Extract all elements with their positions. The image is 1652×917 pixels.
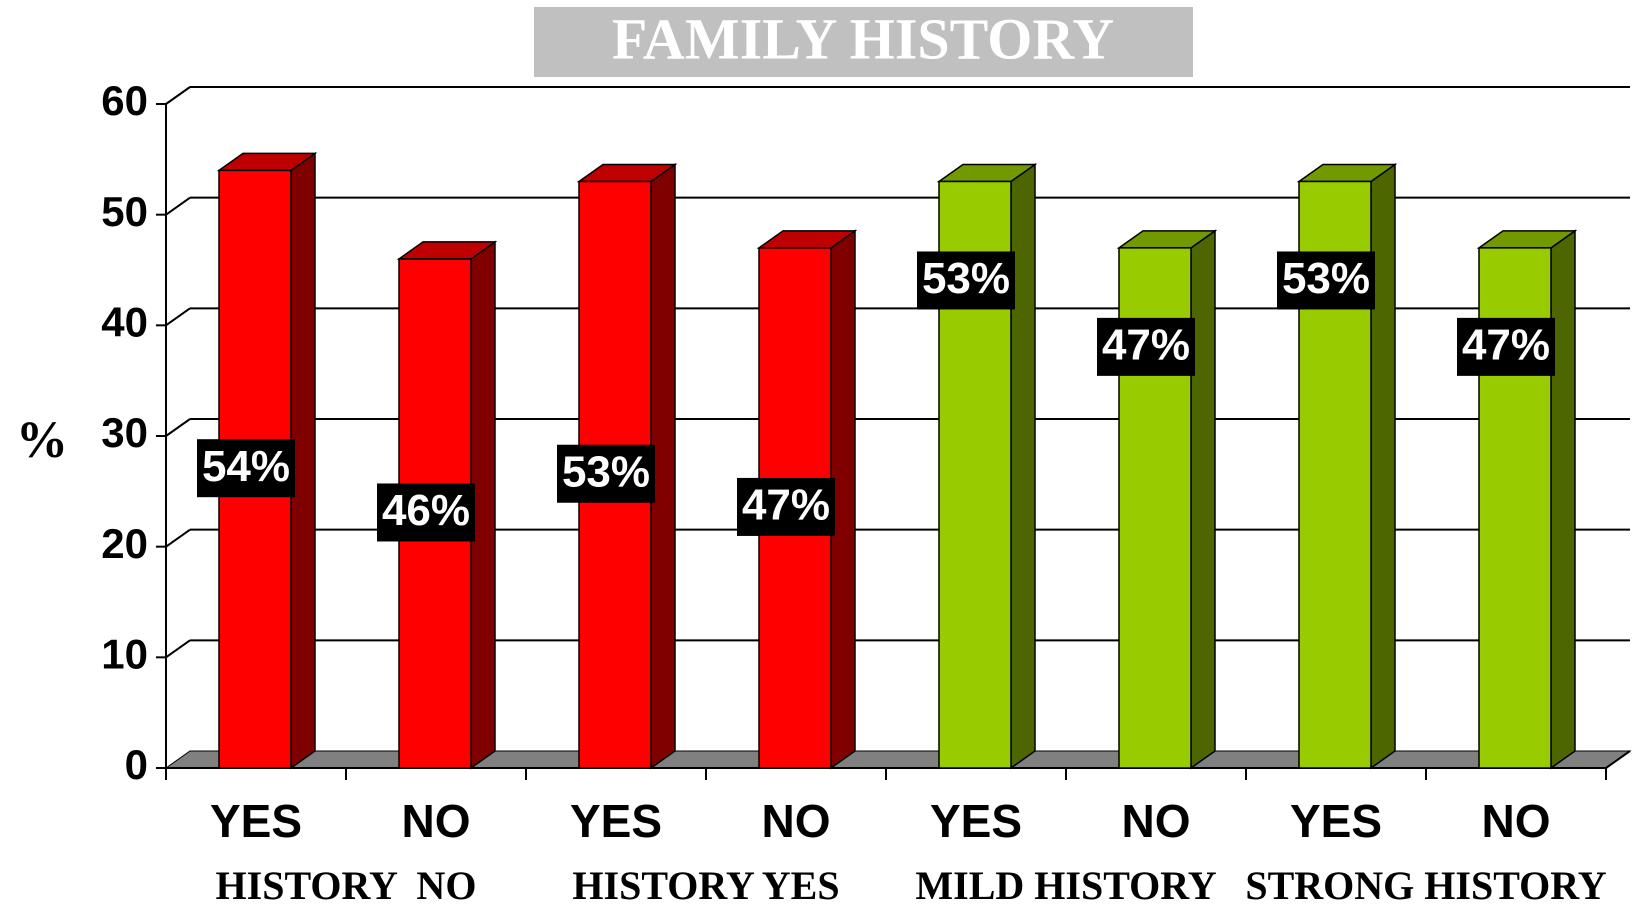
value-label-box [1097,317,1195,376]
y-axis-label: % [16,412,68,469]
grid-line [165,196,191,216]
chart-title: FAMILY HISTORY [612,6,1114,71]
x-tick-label: NO [1482,795,1551,847]
grid-line [165,418,191,437]
x-tick-label: YES [210,795,302,847]
group-label: HISTORY YES [572,863,839,908]
x-tick-label: NO [762,795,831,847]
x-tick-label: YES [1290,795,1382,847]
x-tick-label: YES [930,795,1022,847]
value-label: 47% [1102,320,1190,369]
x-tick-label: NO [1122,795,1191,847]
value-label: 53% [922,254,1010,303]
grid-line [165,307,191,327]
x-tick-label: NO [402,795,471,847]
title-box [534,7,1193,77]
y-tick-label: 40 [101,298,148,345]
value-label-box [377,483,475,542]
value-label: 53% [562,447,650,496]
y-tick-label: 20 [101,520,148,567]
y-tick-label: 30 [101,409,148,456]
group-label: HISTORY NO [216,863,477,908]
y-tick-label: 0 [125,741,148,788]
value-label: 54% [202,442,290,491]
bar-side [1190,229,1216,770]
value-label-box [557,444,655,503]
grid-line [165,528,191,548]
value-label-box [1277,251,1375,310]
x-tick-label: YES [570,795,662,847]
value-label: 46% [382,486,470,535]
group-label: STRONG HISTORY [1245,863,1606,908]
bar-side [1550,229,1576,770]
y-tick-label: 50 [101,188,148,235]
value-label-box [197,439,295,498]
value-label: 53% [1282,254,1370,303]
y-tick-label: 60 [101,77,148,124]
value-label: 47% [1462,320,1550,369]
value-label: 47% [742,481,830,530]
grid-line [165,86,191,105]
back-wall [165,86,1630,768]
grid-line [165,639,191,659]
floor [164,750,1632,769]
value-label-box [917,251,1015,310]
group-label: MILD HISTORY [915,863,1216,908]
value-label-box [737,477,835,536]
x-axis-end [1605,750,1631,769]
value-label-box [1457,317,1555,376]
y-tick-label: 10 [101,630,148,677]
